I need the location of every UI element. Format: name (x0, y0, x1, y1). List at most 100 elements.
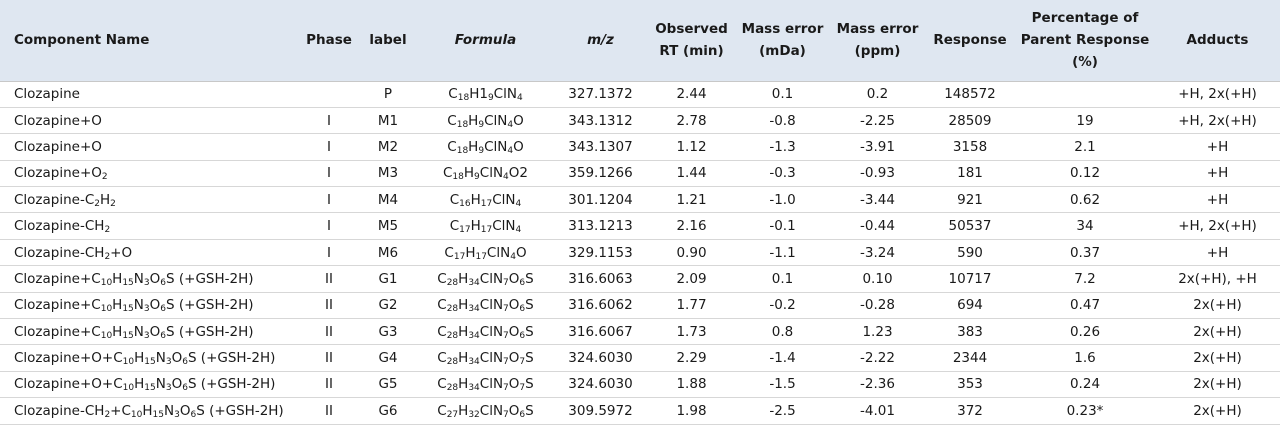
text-part: Clozapine+O (14, 165, 102, 182)
column-header-line: m/z (587, 32, 614, 49)
cell-rt: 2.09 (676, 270, 707, 287)
text-part: H (134, 376, 145, 393)
cell-component: Clozapine+O (0, 134, 300, 160)
column-header-line: Parent Response (1020, 32, 1150, 49)
cell-response: 383 (957, 323, 983, 340)
cell-pct: 2.1 (1074, 138, 1096, 155)
text-part: ClN (479, 323, 504, 340)
cell-formula: C18H9ClN4O (418, 134, 553, 160)
text-part: O (171, 350, 183, 367)
cell-ppm: 1.23 (862, 323, 893, 340)
cell-formula: C17H17ClN4 (418, 213, 553, 239)
column-header-line: RT (min) (659, 43, 724, 60)
cell-formula: C27H32ClN7O6S (418, 398, 553, 424)
cell-component: Clozapine-CH2+O (0, 239, 300, 265)
text-part: H (458, 350, 469, 367)
text-part: C (442, 165, 453, 182)
subscript: 17 (475, 251, 487, 262)
text-part: O (179, 402, 191, 419)
cell-phase: II (325, 323, 333, 340)
text-part: +O (110, 244, 133, 261)
text-part: H (458, 402, 469, 419)
text-part: S (525, 270, 534, 287)
cell-pct: 0.26 (1069, 323, 1101, 340)
column-header-rt: Observed RT (min) (648, 0, 735, 81)
cell-mz: 316.6067 (568, 323, 633, 340)
subscript: 7 (503, 357, 509, 368)
subscript: 17 (459, 225, 471, 236)
table-row: Clozapine-CH2+O I M6 C17H17ClN4O 329.1153 0.9… (0, 239, 1280, 266)
cell-formula: C17H17ClN4O (418, 239, 553, 265)
text-part: Clozapine+C (14, 323, 101, 340)
cell-pct: 0.12 (1069, 165, 1101, 182)
cell-response: 2344 (952, 350, 988, 367)
text-part: O (149, 270, 161, 287)
subscript: 4 (507, 119, 514, 130)
table-row: Clozapine+O I M1 C18H9ClN4O 343.1312 2.78 -0.8… (0, 107, 1280, 134)
column-header-line: (%) (1072, 54, 1098, 71)
text-part: S (525, 376, 534, 393)
cell-response: 10717 (948, 270, 992, 287)
metabolite-table: Component Name Phase label Formula m/z Observ… (0, 0, 1280, 425)
cell-label: P (383, 86, 393, 103)
subscript: 9 (478, 145, 485, 156)
text-part: H (470, 218, 481, 235)
cell-adducts: 2x(+H) (1193, 297, 1242, 314)
cell-response: 372 (957, 402, 983, 419)
text-part: S (525, 402, 534, 419)
cell-pct: 0.62 (1069, 191, 1101, 208)
subscript: 27 (446, 409, 459, 420)
text-part: N (155, 376, 166, 393)
cell-response: 28509 (948, 112, 992, 129)
subscript: 18 (456, 119, 469, 130)
cell-phase: II (325, 270, 333, 287)
subscript: 2 (104, 251, 111, 262)
cell-formula: C28H34ClN7O6S (418, 292, 553, 318)
subscript: 3 (143, 277, 150, 288)
subscript: 28 (446, 277, 459, 288)
text-part: C (449, 218, 460, 235)
cell-ppm: -2.25 (860, 112, 895, 129)
cell-formula: C28H34ClN7O6S (418, 319, 553, 345)
subscript: 15 (122, 330, 134, 341)
text-part: Clozapine-CH (14, 218, 105, 235)
cell-component: Clozapine-C2H2 (0, 187, 300, 213)
cell-mda: -0.1 (769, 218, 796, 235)
text-part: ClN (479, 350, 504, 367)
text-part: O (513, 112, 524, 129)
subscript: 28 (446, 383, 459, 394)
cell-adducts: 2x(+H) (1193, 376, 1242, 393)
cell-pct: 0.47 (1069, 297, 1101, 314)
subscript: 6 (160, 277, 166, 288)
text-part: S (+GSH-2H) (166, 297, 254, 314)
subscript: 10 (130, 409, 143, 420)
cell-mz: 313.1213 (568, 218, 633, 235)
cell-ppm: -3.44 (860, 191, 895, 208)
table-body: Clozapine P C18H19ClN4 327.1372 2.44 0.1 0.2 14… (0, 81, 1280, 425)
subscript: 32 (468, 409, 480, 420)
cell-component: Clozapine+O (0, 107, 300, 133)
subscript: 10 (122, 357, 135, 368)
cell-pct: 1.6 (1074, 350, 1096, 367)
text-part: H (100, 191, 111, 208)
cell-component: Clozapine+C10H15N3O6S (+GSH-2H) (0, 319, 300, 345)
text-part: ClN (492, 191, 516, 208)
subscript: 17 (453, 251, 466, 262)
text-part: O (508, 402, 520, 419)
cell-label: M5 (377, 218, 399, 235)
column-header-line: Response (933, 32, 1007, 49)
table-row: Clozapine+O+C10H15N3O6S (+GSH-2H) II G5 C28… (0, 371, 1280, 398)
table-row: Clozapine+C10H15N3O6S (+GSH-2H) II G1 C28H3… (0, 266, 1280, 293)
cell-rt: 1.77 (676, 297, 707, 314)
text-part: O (508, 297, 520, 314)
cell-pct (1015, 81, 1155, 107)
cell-rt: 2.16 (676, 218, 707, 235)
cell-response: 148572 (944, 86, 996, 103)
cell-mz: 359.1266 (568, 165, 633, 182)
text-part: H (463, 165, 475, 182)
cell-adducts: +H (1206, 138, 1229, 155)
text-part: S (525, 297, 534, 314)
cell-phase: I (327, 191, 331, 208)
cell-mda: -1.0 (769, 191, 796, 208)
cell-component: Clozapine+O+C10H15N3O6S (+GSH-2H) (0, 345, 300, 371)
